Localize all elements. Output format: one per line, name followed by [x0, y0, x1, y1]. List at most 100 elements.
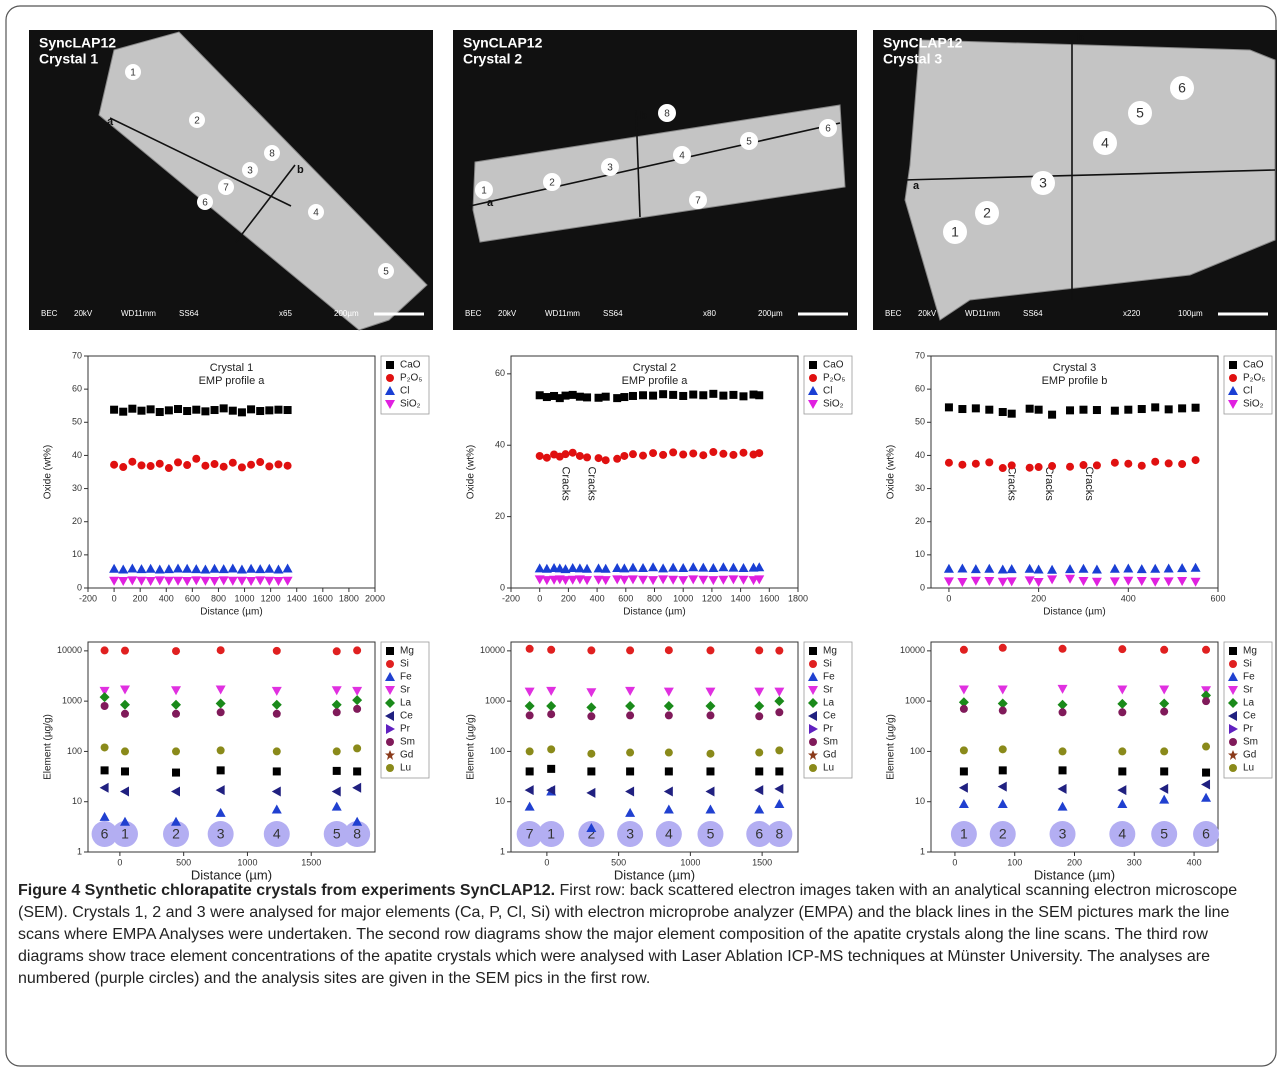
sem-title: Crystal 3	[883, 51, 942, 67]
legend-marker	[809, 738, 817, 746]
data-point	[256, 407, 264, 415]
data-point	[628, 563, 638, 572]
data-point	[121, 747, 129, 755]
data-point	[998, 782, 1007, 792]
legend-label: SiO₂	[823, 399, 844, 410]
analysis-spot-label: 6	[825, 124, 831, 135]
data-point	[1201, 779, 1210, 789]
data-point	[101, 743, 109, 751]
data-point	[775, 767, 783, 775]
data-point	[164, 577, 174, 586]
data-point	[972, 404, 980, 412]
legend-label: Sm	[823, 737, 838, 748]
legend-marker	[386, 738, 394, 746]
y-tick-label: 1000	[905, 696, 925, 706]
analysis-spot-label: 4	[679, 151, 685, 162]
data-point	[738, 563, 748, 572]
data-point	[265, 406, 273, 414]
scan-line-label: b	[297, 164, 304, 176]
data-point	[1047, 575, 1057, 584]
data-point	[110, 406, 118, 414]
data-point	[216, 808, 226, 817]
data-point	[625, 786, 634, 796]
data-point	[1059, 645, 1067, 653]
y-axis-label: Element (µg/g)	[466, 714, 477, 780]
sem-footer: SS64	[1023, 309, 1043, 318]
chart: 0204060-20002004006008001000120014001600…	[466, 356, 852, 618]
sem-footer: 200µm	[758, 309, 783, 318]
data-point	[100, 783, 109, 793]
x-tick-label: 400	[159, 593, 174, 603]
data-point	[273, 747, 281, 755]
data-point	[718, 562, 728, 571]
sem-footer: 20kV	[918, 309, 937, 318]
data-point	[1092, 564, 1102, 573]
data-point	[1151, 403, 1159, 411]
data-point	[255, 564, 265, 573]
legend-marker	[386, 660, 394, 668]
data-point	[626, 767, 634, 775]
data-point	[165, 406, 173, 414]
data-point	[216, 785, 225, 795]
data-point	[229, 407, 237, 415]
x-tick-label: 600	[1210, 593, 1225, 603]
x-tick-label: 2000	[365, 593, 385, 603]
legend-label: Fe	[400, 672, 412, 683]
data-point	[1178, 460, 1186, 468]
data-point	[1058, 784, 1067, 794]
data-point	[247, 405, 255, 413]
analysis-number: 1	[547, 826, 555, 842]
data-point	[971, 577, 981, 586]
legend-label: Cl	[400, 386, 409, 397]
y-tick-label: 50	[72, 417, 82, 427]
page: { "sem_images": [ {"title": ["SyncLAP12"…	[0, 0, 1283, 1073]
data-point	[754, 688, 764, 697]
data-point	[562, 450, 570, 458]
annotation: Cracks	[585, 466, 597, 501]
x-axis-label: Distance (µm)	[200, 607, 262, 618]
data-point	[775, 647, 783, 655]
data-point	[709, 448, 717, 456]
data-point	[120, 786, 129, 796]
data-point	[583, 393, 591, 401]
data-point	[192, 455, 200, 463]
legend-marker	[1229, 764, 1237, 772]
data-point	[998, 686, 1008, 695]
chart-title: EMP profile a	[199, 375, 266, 387]
sem-footer: 100µm	[1178, 309, 1203, 318]
data-point	[957, 563, 967, 572]
data-point	[332, 786, 341, 796]
data-point	[272, 786, 281, 796]
data-point	[100, 692, 110, 702]
data-point	[958, 405, 966, 413]
legend-marker	[809, 361, 817, 369]
y-tick-label: 1	[920, 846, 925, 856]
data-point	[626, 646, 634, 654]
annotation: Cracks	[1083, 466, 1095, 501]
data-point	[708, 576, 718, 585]
analysis-number: 2	[999, 826, 1007, 842]
data-point	[1191, 563, 1201, 572]
data-point	[172, 769, 180, 777]
y-tick-label: 60	[495, 368, 505, 378]
data-point	[1160, 708, 1168, 716]
legend-marker	[809, 374, 817, 382]
data-point	[601, 576, 611, 585]
sem-footer: x80	[703, 309, 716, 318]
data-point	[945, 403, 953, 411]
legend-label: Sr	[1243, 685, 1254, 696]
data-point	[1192, 404, 1200, 412]
data-point	[1025, 576, 1035, 585]
data-point	[201, 462, 209, 470]
data-point	[147, 462, 155, 470]
legend-label: Sr	[400, 685, 411, 696]
data-point	[960, 767, 968, 775]
data-point	[547, 765, 555, 773]
x-tick-label: -200	[79, 593, 97, 603]
data-point	[649, 449, 657, 457]
analysis-spot-label: 4	[313, 208, 319, 219]
data-point	[136, 577, 146, 586]
data-point	[1124, 460, 1132, 468]
data-point	[665, 749, 673, 757]
